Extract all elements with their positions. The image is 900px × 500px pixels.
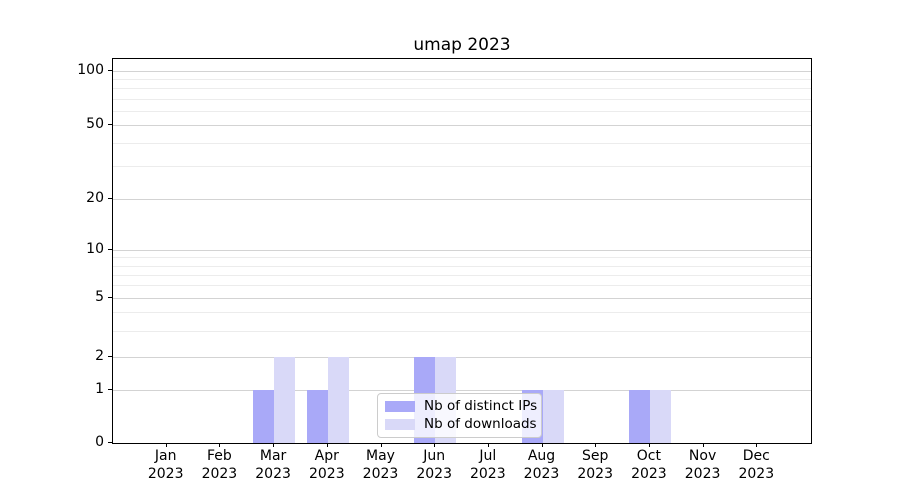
y-tick-mark-10 bbox=[108, 249, 112, 250]
y-tick-label-20: 20 bbox=[86, 190, 104, 206]
x-tick-label-feb: Feb 2023 bbox=[201, 448, 238, 482]
major-gridline-50 bbox=[113, 125, 811, 126]
minor-gridline-8 bbox=[113, 265, 811, 267]
y-tick-label-5: 5 bbox=[95, 289, 104, 305]
x-tick-label-nov: Nov 2023 bbox=[684, 448, 721, 482]
x-tick-mark-apr bbox=[326, 443, 328, 447]
x-tick-label-oct: Oct 2023 bbox=[631, 448, 667, 482]
legend-swatch-distinct-ips bbox=[385, 401, 415, 413]
minor-gridline-6 bbox=[113, 285, 811, 287]
plot-area: Nb of distinct IPs Nb of downloads bbox=[112, 58, 812, 444]
y-tick-label-100: 100 bbox=[77, 62, 104, 78]
bar-downloads-aug bbox=[542, 390, 564, 443]
x-tick-mark-jul bbox=[487, 443, 489, 447]
x-tick-mark-jan bbox=[165, 443, 167, 447]
x-tick-label-jan: Jan 2023 bbox=[147, 448, 184, 482]
legend-row-distinct-ips: Nb of distinct IPs bbox=[385, 398, 538, 415]
x-tick-mark-may bbox=[380, 443, 382, 447]
major-gridline-5 bbox=[113, 298, 811, 299]
y-tick-mark-50 bbox=[108, 124, 112, 125]
x-tick-label-jun: Jun 2023 bbox=[416, 448, 452, 482]
x-tick-mark-mar bbox=[273, 443, 275, 447]
minor-gridline-40 bbox=[113, 143, 811, 144]
legend-swatch-downloads bbox=[385, 418, 415, 430]
legend-row-downloads: Nb of downloads bbox=[385, 415, 537, 433]
minor-gridline-90 bbox=[113, 79, 811, 81]
x-tick-label-sep: Sep 2023 bbox=[577, 448, 613, 482]
minor-gridline-7 bbox=[113, 274, 811, 276]
x-tick-label-aug: Aug 2023 bbox=[523, 448, 560, 482]
major-gridline-20 bbox=[113, 199, 811, 200]
y-tick-mark-0 bbox=[108, 442, 112, 443]
legend-label-distinct-ips: Nb of distinct IPs bbox=[424, 398, 538, 415]
major-gridline-100 bbox=[113, 71, 811, 72]
y-tick-label-1: 1 bbox=[95, 381, 104, 397]
x-tick-label-apr: Apr 2023 bbox=[308, 448, 345, 482]
x-tick-label-jul: Jul 2023 bbox=[469, 448, 506, 482]
y-tick-label-10: 10 bbox=[86, 241, 104, 257]
minor-gridline-70 bbox=[113, 98, 811, 100]
major-gridline-1 bbox=[113, 390, 811, 391]
minor-gridline-60 bbox=[113, 110, 811, 112]
x-tick-mark-nov bbox=[702, 443, 704, 447]
x-tick-mark-oct bbox=[648, 443, 650, 447]
y-tick-mark-5 bbox=[108, 297, 112, 298]
x-tick-mark-aug bbox=[541, 443, 543, 447]
minor-gridline-80 bbox=[113, 88, 811, 90]
y-tick-label-0: 0 bbox=[95, 434, 104, 450]
bar-downloads-oct bbox=[649, 390, 671, 443]
chart-title: umap 2023 bbox=[413, 35, 511, 55]
x-tick-mark-sep bbox=[595, 443, 597, 447]
x-tick-mark-feb bbox=[219, 443, 221, 447]
minor-gridline-4 bbox=[113, 312, 811, 314]
x-tick-mark-jun bbox=[434, 443, 436, 447]
x-tick-label-dec: Dec 2023 bbox=[738, 448, 775, 482]
bar-downloads-mar bbox=[274, 357, 296, 443]
major-gridline-10 bbox=[113, 250, 811, 251]
bar-distinct-ips-mar bbox=[253, 390, 275, 443]
legend-label-downloads: Nb of downloads bbox=[424, 415, 537, 432]
y-tick-mark-100 bbox=[108, 70, 112, 71]
bar-distinct-ips-apr bbox=[306, 390, 328, 443]
minor-gridline-3 bbox=[113, 330, 811, 332]
bar-downloads-apr bbox=[327, 357, 349, 443]
major-gridline-2 bbox=[113, 357, 811, 358]
legend: Nb of distinct IPs Nb of downloads bbox=[377, 393, 542, 438]
x-tick-label-may: May 2023 bbox=[362, 448, 399, 482]
y-tick-mark-1 bbox=[108, 389, 112, 390]
y-tick-mark-20 bbox=[108, 198, 112, 199]
y-tick-mark-2 bbox=[108, 356, 112, 357]
bar-distinct-ips-oct bbox=[628, 390, 650, 443]
x-tick-mark-dec bbox=[756, 443, 758, 447]
minor-gridline-9 bbox=[113, 257, 811, 259]
x-tick-label-mar: Mar 2023 bbox=[255, 448, 291, 482]
y-tick-label-2: 2 bbox=[95, 348, 104, 364]
minor-gridline-30 bbox=[113, 166, 811, 168]
y-tick-label-50: 50 bbox=[86, 116, 104, 132]
